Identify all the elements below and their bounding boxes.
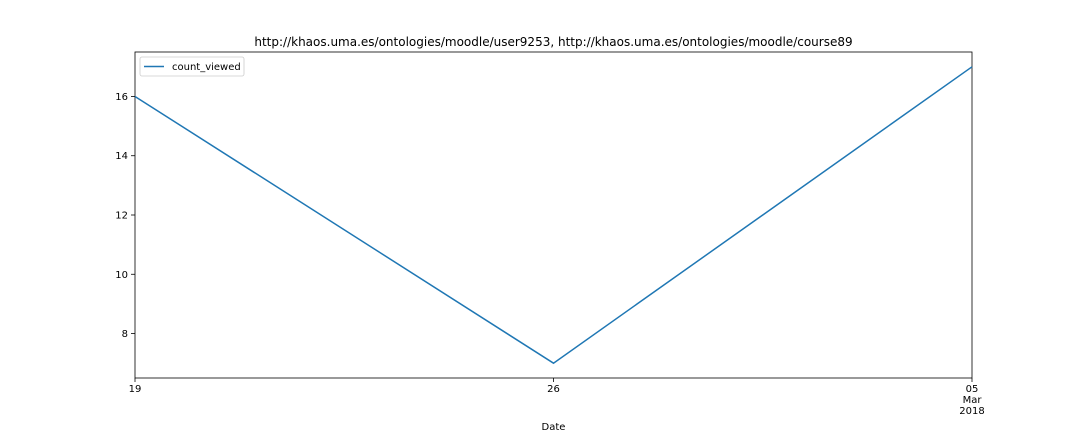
legend-label: count_viewed [172,62,241,73]
plot-frame [135,52,972,378]
legend: count_viewed [140,57,244,76]
y-tick-label: 8 [122,329,128,340]
x-tick-label: 26 [547,384,560,395]
x-tick-label: 19 [129,384,142,395]
chart-title: http://khaos.uma.es/ontologies/moodle/us… [254,35,852,49]
series-line-count_viewed [135,67,972,363]
y-tick-label: 16 [115,92,128,103]
x-tick-label: Mar [963,395,983,406]
x-tick-label: 2018 [959,406,984,417]
y-tick-label: 14 [115,151,128,162]
series-layer [135,67,972,363]
y-tick-label: 10 [115,270,128,281]
x-axis-label: Date [542,422,566,432]
x-tick-label: 05 [966,384,979,395]
y-tick-label: 12 [115,211,128,222]
